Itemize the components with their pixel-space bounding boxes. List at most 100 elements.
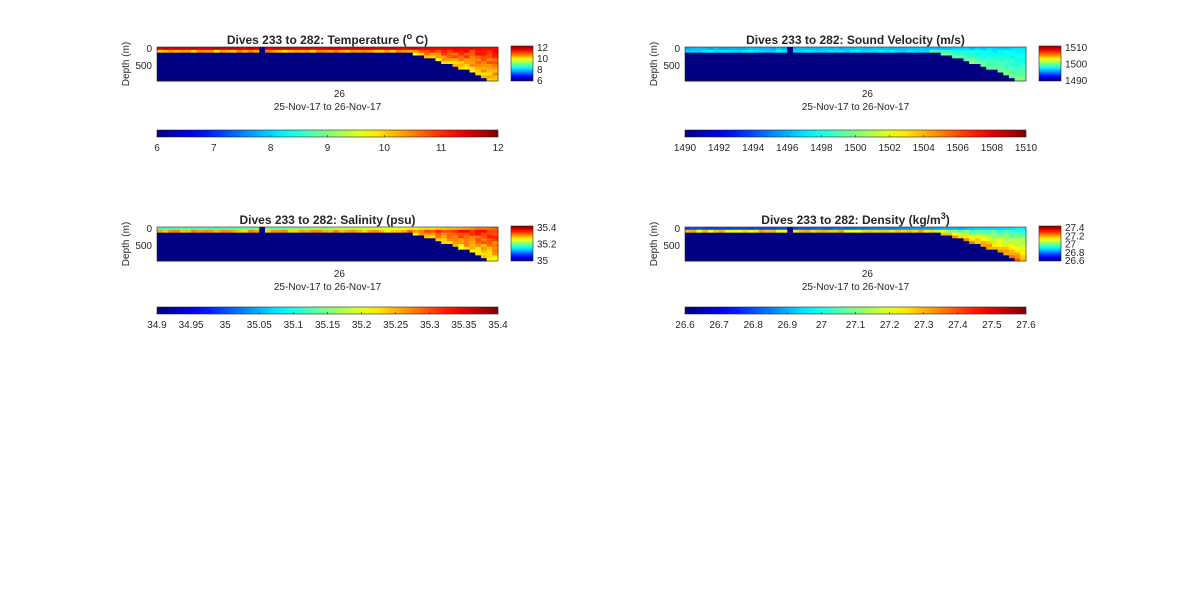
heatmap-cell xyxy=(469,252,476,256)
heatmap-cell xyxy=(230,58,238,62)
heatmap-cell xyxy=(918,47,925,51)
heatmap-cell xyxy=(441,252,448,256)
heatmap-cell xyxy=(821,255,828,259)
heatmap-cell xyxy=(179,241,186,245)
heatmap-cell xyxy=(724,78,731,82)
heatmap-cell xyxy=(940,235,947,239)
heatmap-cell xyxy=(327,244,334,248)
heatmap-cell xyxy=(912,64,919,68)
heatmap-cell xyxy=(832,69,839,73)
heatmap-cell xyxy=(208,61,215,65)
heatmap-cell xyxy=(202,258,209,262)
heatmap-cell xyxy=(424,55,431,59)
heatmap-cell xyxy=(935,238,942,242)
heatmap-cell xyxy=(282,258,289,262)
heatmap-cell xyxy=(361,58,368,62)
heatmap-cell xyxy=(753,235,760,239)
heatmap-cell xyxy=(918,72,925,76)
heatmap-cell xyxy=(168,235,175,239)
heatmap-cell xyxy=(923,64,930,68)
heatmap-cell xyxy=(997,75,1004,79)
heatmap-cell xyxy=(866,229,874,234)
heatmap-cell xyxy=(412,255,419,259)
heatmap-cell xyxy=(475,49,482,54)
heatmap-cell xyxy=(282,232,289,236)
heatmap-cell xyxy=(838,235,845,239)
heatmap-cell xyxy=(957,64,964,68)
heatmap-cell xyxy=(1020,235,1027,239)
heatmap-cell xyxy=(191,64,198,68)
heatmap-cell xyxy=(770,69,777,73)
heatmap-cell xyxy=(713,52,720,56)
heatmap-cell xyxy=(287,75,294,79)
heatmap-cell xyxy=(781,258,788,262)
heatmap-cell xyxy=(798,52,805,56)
heatmap-cell xyxy=(378,241,385,245)
heatmap-cell xyxy=(906,255,913,259)
heatmap-cell xyxy=(929,229,936,234)
heatmap-cell xyxy=(168,47,175,51)
heatmap-cell xyxy=(815,249,822,253)
heatmap-cell xyxy=(787,255,794,259)
heatmap-cell xyxy=(259,49,266,54)
heatmap-cell xyxy=(946,66,953,71)
heatmap-cell xyxy=(355,235,363,239)
heatmap-cell xyxy=(849,227,856,231)
heatmap-cell xyxy=(299,244,306,248)
heatmap-cell xyxy=(730,75,737,79)
heatmap-cell xyxy=(935,227,942,231)
heatmap-cell xyxy=(276,72,283,76)
heatmap-cell xyxy=(157,227,164,231)
heatmap-cell xyxy=(287,227,294,231)
heatmap-cell xyxy=(276,227,283,231)
heatmap-cell xyxy=(253,249,260,253)
heatmap-cell xyxy=(866,47,874,51)
heatmap-cell xyxy=(804,52,811,56)
heatmap-cell xyxy=(355,238,363,242)
heatmap-cell xyxy=(798,49,805,54)
heatmap-cell xyxy=(775,64,783,68)
heatmap-cell xyxy=(230,227,238,231)
heatmap-cell xyxy=(191,238,198,242)
heatmap-cell xyxy=(264,232,272,236)
heatmap-cell xyxy=(407,232,414,236)
heatmap-cell xyxy=(276,232,283,236)
heatmap-cell xyxy=(906,58,913,62)
heatmap-cell xyxy=(469,52,476,56)
heatmap-cell xyxy=(963,72,970,76)
heatmap-cell xyxy=(1008,258,1016,262)
heatmap-cell xyxy=(247,64,255,68)
heatmap-cell xyxy=(259,78,266,82)
heatmap-cell xyxy=(1008,252,1016,256)
heatmap-cell xyxy=(878,52,885,56)
heatmap-cell xyxy=(185,52,192,56)
heatmap-cell xyxy=(804,55,811,59)
heatmap-cell xyxy=(997,49,1004,54)
heatmap-cell xyxy=(196,252,203,256)
heatmap-cell xyxy=(475,249,482,253)
heatmap-cell xyxy=(832,238,839,242)
heatmap-cell xyxy=(202,72,209,76)
heatmap-cell xyxy=(480,235,488,239)
heatmap-cell xyxy=(304,241,311,245)
heatmap-cell xyxy=(838,52,845,56)
heatmap-cell xyxy=(469,244,476,248)
heatmap-cell xyxy=(378,252,385,256)
heatmap-cell xyxy=(991,238,999,242)
heatmap-cell xyxy=(230,229,238,234)
heatmap-cell xyxy=(390,72,397,76)
heatmap-cell xyxy=(424,235,431,239)
heatmap-cell xyxy=(446,241,454,245)
heatmap-cell xyxy=(980,58,987,62)
heatmap-cell xyxy=(770,232,777,236)
heatmap-cell xyxy=(872,244,879,248)
heatmap-cell xyxy=(179,72,186,76)
heatmap-cell xyxy=(685,252,692,256)
heatmap-cell xyxy=(900,238,908,242)
heatmap-cell xyxy=(162,252,169,256)
heatmap-cell xyxy=(225,64,232,68)
colorbar-vertical-tick: 12 xyxy=(537,43,549,54)
heatmap-cell xyxy=(202,69,209,73)
chart-title: Dives 233 to 282: Salinity (psu) xyxy=(239,213,415,227)
heatmap-cell xyxy=(333,229,340,234)
